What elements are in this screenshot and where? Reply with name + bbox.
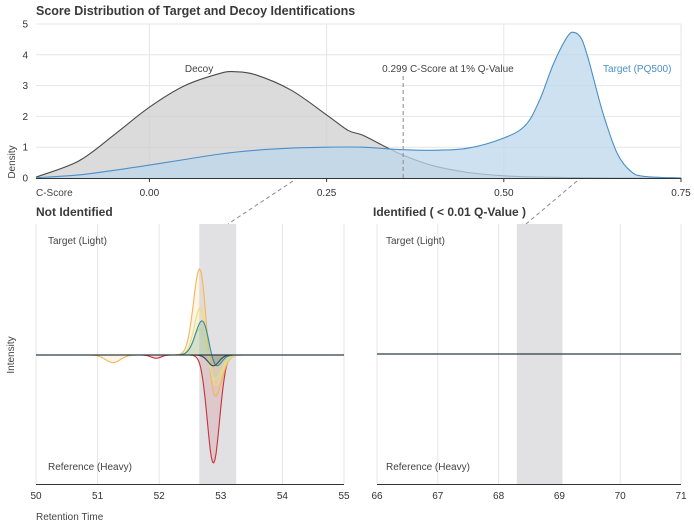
zoom-connector-left: [227, 180, 294, 225]
x-tick-label: 67: [432, 491, 444, 502]
not-identified-grid: [35, 224, 345, 484]
x-tick-label: 69: [554, 491, 566, 502]
zoom-connector-right: [525, 180, 578, 225]
x-tick-label: 66: [371, 491, 383, 502]
not-identified-x-ticks: 50 51 52 53 54 55: [30, 484, 350, 502]
not-identified-panel: Not Identified Target (Light) Reference …: [30, 205, 350, 502]
identified-target-label: Target (Light): [386, 236, 445, 247]
identified-panel: Identified ( < 0.01 Q-Value ) Target (Li…: [371, 205, 687, 502]
x-tick-label: 55: [338, 491, 350, 502]
x-tick-label: 68: [493, 491, 505, 502]
target-area: [36, 32, 681, 179]
x-tick-label: 52: [154, 491, 166, 502]
top-y-axis-label: Density: [7, 145, 18, 178]
not-identified-plot-area: [36, 224, 344, 484]
threshold-label: 0.299 C-Score at 1% Q-Value: [382, 64, 514, 75]
x-tick-label: 71: [675, 491, 687, 502]
not-identified-reference-label: Reference (Heavy): [48, 462, 132, 473]
x-tick-label: 70: [615, 491, 627, 502]
chart-title: Score Distribution of Target and Decoy I…: [36, 4, 355, 18]
bottom-x-axis-label: Retention Time: [36, 512, 104, 523]
trace-area: [36, 328, 344, 380]
decoy-area: [36, 71, 681, 179]
top-x-tick-label: 0.25: [317, 188, 337, 199]
x-tick-label: 50: [30, 491, 42, 502]
not-identified-target-label: Target (Light): [48, 236, 107, 247]
top-y-tick-label: 2: [22, 112, 28, 123]
target-series-label: Target (PQ500): [603, 64, 671, 75]
trace-area: [36, 269, 344, 397]
top-y-tick-label: 3: [22, 81, 28, 92]
x-tick-label: 51: [92, 491, 104, 502]
top-y-tick-label: 4: [22, 50, 28, 61]
not-identified-title: Not Identified: [36, 205, 113, 219]
identified-reference-label: Reference (Heavy): [386, 462, 470, 473]
x-tick-label: 53: [215, 491, 227, 502]
top-series: [35, 31, 682, 179]
top-x-tick-label: 0.50: [494, 188, 514, 199]
identified-x-ticks: 66 67 68 69 70 71: [371, 484, 687, 502]
top-x-ticks: 0.00 0.25 0.50 0.75: [140, 178, 691, 199]
bottom-y-axis-label: Intensity: [6, 336, 17, 373]
top-x-axis-label: C-Score: [36, 188, 73, 199]
identified-title: Identified ( < 0.01 Q-Value ): [373, 205, 526, 219]
top-x-tick-label: 0.75: [671, 188, 691, 199]
top-y-ticks: 0 1 2 3 4 5: [22, 20, 28, 185]
top-y-tick-label: 1: [22, 143, 28, 154]
x-tick-label: 54: [277, 491, 289, 502]
top-x-tick-label: 0.00: [140, 188, 160, 199]
top-y-tick-label: 0: [22, 174, 28, 185]
decoy-series-label: Decoy: [185, 64, 213, 75]
target-line: [35, 31, 682, 179]
score-distribution-chart: Score Distribution of Target and Decoy I…: [7, 4, 691, 199]
top-y-tick-label: 5: [22, 20, 28, 31]
